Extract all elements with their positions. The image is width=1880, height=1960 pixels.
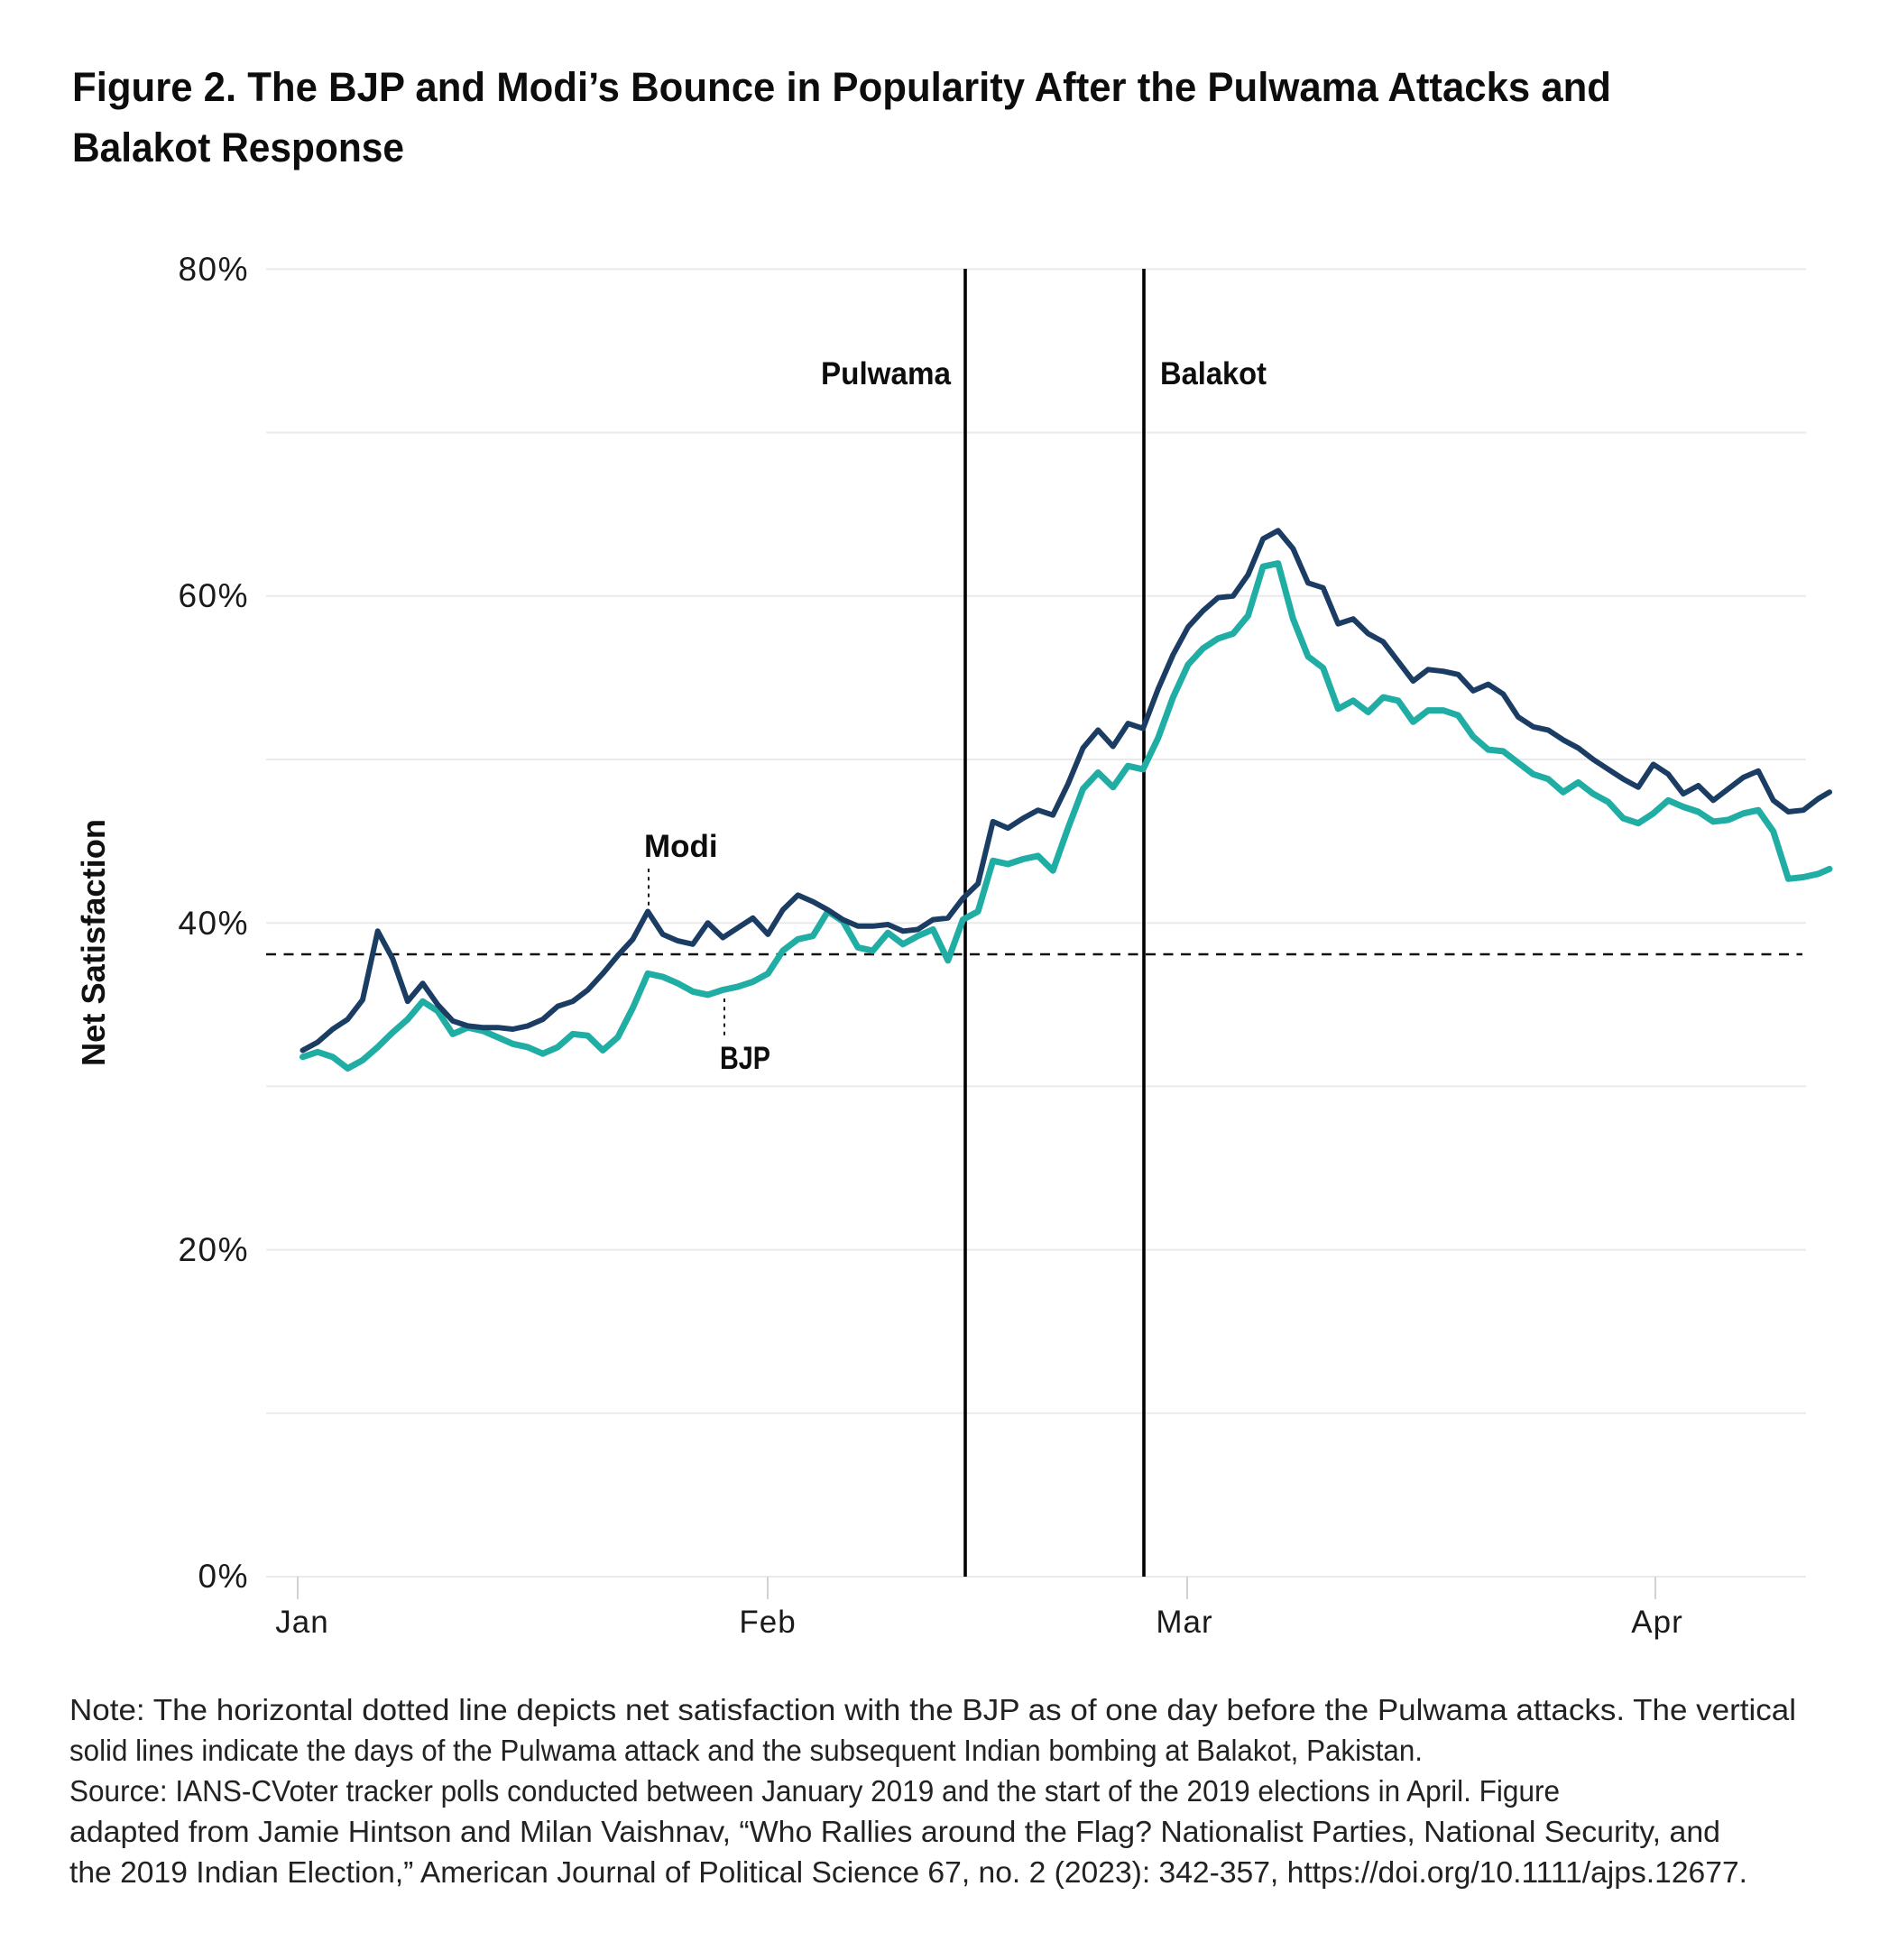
svg-text:Mar: Mar bbox=[1156, 1605, 1212, 1640]
svg-text:0%: 0% bbox=[198, 1558, 249, 1595]
svg-text:Balakot: Balakot bbox=[1160, 356, 1267, 391]
svg-text:Figure 2. The BJP and Modi’s B: Figure 2. The BJP and Modi’s Bounce in P… bbox=[72, 64, 1611, 110]
svg-text:BJP: BJP bbox=[720, 1041, 770, 1076]
svg-text:Feb: Feb bbox=[739, 1605, 796, 1640]
svg-text:20%: 20% bbox=[178, 1231, 249, 1268]
svg-text:Balakot Response: Balakot Response bbox=[72, 124, 404, 170]
svg-text:Pulwama: Pulwama bbox=[821, 356, 951, 391]
svg-text:60%: 60% bbox=[178, 577, 249, 614]
svg-text:80%: 80% bbox=[178, 251, 249, 288]
svg-text:Note: The horizontal dotted li: Note: The horizontal dotted line depicts… bbox=[69, 1693, 1796, 1726]
svg-text:adapted from Jamie Hintson and: adapted from Jamie Hintson and Milan Vai… bbox=[69, 1815, 1720, 1848]
svg-text:Jan: Jan bbox=[275, 1605, 328, 1640]
svg-text:the 2019 Indian Election,” Ame: the 2019 Indian Election,” American Jour… bbox=[69, 1855, 1747, 1889]
svg-text:Net Satisfaction: Net Satisfaction bbox=[75, 819, 112, 1066]
svg-text:Modi: Modi bbox=[644, 829, 718, 864]
svg-text:40%: 40% bbox=[178, 905, 249, 942]
svg-text:solid lines indicate the days: solid lines indicate the days of the Pul… bbox=[69, 1734, 1423, 1767]
svg-text:Apr: Apr bbox=[1631, 1605, 1682, 1640]
svg-text:Source: IANS-CVoter tracker po: Source: IANS-CVoter tracker polls conduc… bbox=[69, 1774, 1560, 1808]
